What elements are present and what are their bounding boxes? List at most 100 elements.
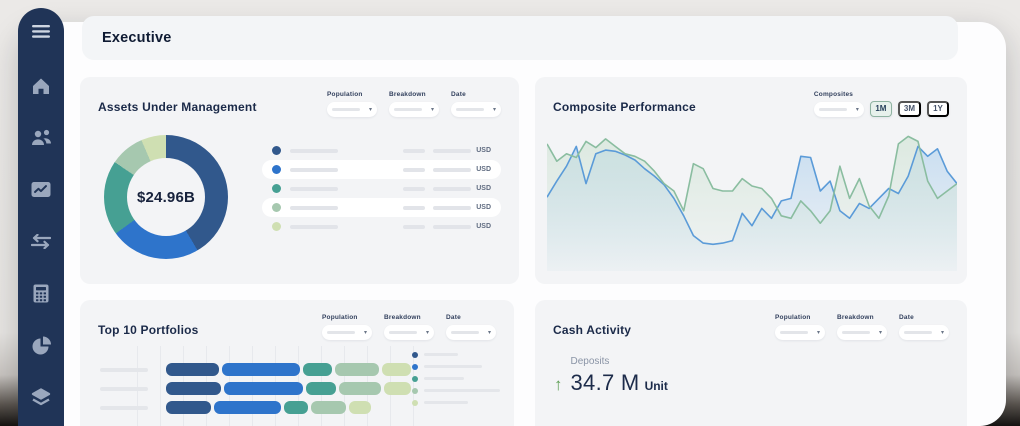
aum-legend-row: USD [262,141,501,160]
transactions-icon[interactable] [30,230,52,252]
value-placeholder [433,186,472,191]
select-placeholder [904,331,932,334]
select-placeholder [389,331,417,334]
population-filter-label: Population [775,314,811,321]
chevron-down-icon: ▾ [368,106,372,113]
cash-breakdown-select[interactable]: ▾ [837,325,887,340]
select-placeholder [451,331,479,334]
legend-dot [272,203,281,212]
bar-segment [283,401,309,414]
deposits-value: 34.7 M [570,370,640,395]
composites-select[interactable]: ▾ [813,102,864,117]
legend-placeholder [290,148,338,153]
bar-segment [349,401,372,414]
value-placeholder [403,167,426,172]
breakdown-filter-label: Breakdown [837,314,874,321]
portfolio-legend-item [412,350,502,359]
performance-icon[interactable] [30,178,52,200]
chevron-down-icon: ▾ [940,329,944,336]
aum-card-title: Assets Under Management [98,100,257,114]
composite-performance-card: Composite Performance Composites ▾ 1M 3M… [535,77,967,284]
composite-green-area [547,136,957,271]
value-placeholder [433,224,472,229]
date-filter-label: Date [899,314,914,321]
top10-population-select[interactable]: ▾ [322,325,372,340]
value-placeholder [403,205,426,210]
breakdown-filter-label: Breakdown [389,91,426,98]
bar-segment [305,382,336,395]
date-filter-label: Date [446,314,461,321]
top10-filters: Population ▾ Breakdown ▾ Date ▾ [322,314,496,340]
composite-controls: Composites ▾ 1M 3M 1Y [813,91,949,117]
deposits-unit: Unit [644,379,668,393]
chevron-down-icon: ▾ [487,329,491,336]
portfolio-bar-row [100,382,414,395]
allocation-pie-icon[interactable] [30,334,52,356]
currency-label: USD [476,223,491,230]
calculator-icon[interactable] [30,282,52,304]
chevron-down-icon: ▾ [425,329,429,336]
home-icon[interactable] [30,74,52,96]
aum-legend-row: USD [262,160,501,179]
bar-segment [222,363,301,376]
cash-population-select[interactable]: ▾ [775,325,825,340]
legend-dot [272,222,281,231]
bar-segment [166,401,211,414]
bar-segment [303,363,333,376]
legend-placeholder [424,401,468,404]
portfolio-legend-item [412,398,502,407]
value-placeholder [433,205,472,210]
assets-under-management-card: Assets Under Management Population ▾ Bre… [80,77,519,284]
cash-card-title: Cash Activity [553,323,632,337]
select-placeholder [327,331,355,334]
aum-date-select[interactable]: ▾ [451,102,501,117]
aum-population-select[interactable]: ▾ [327,102,377,117]
aum-total-value: $24.96B [136,188,196,206]
page-header: Executive [82,16,958,60]
clients-icon[interactable] [30,126,52,148]
aum-legend-row: USD [262,217,501,236]
legend-dot [272,165,281,174]
aum-breakdown-select[interactable]: ▾ [389,102,439,117]
portfolio-bars-plot [100,346,417,426]
bar-segment [381,363,412,376]
top10-breakdown-select[interactable]: ▾ [384,325,434,340]
value-placeholder [433,148,472,153]
aum-legend: USD USD USD USD USD [262,141,501,259]
bar-segment [335,363,379,376]
legend-placeholder [290,186,338,191]
range-button-1y[interactable]: 1Y [927,100,949,117]
legend-placeholder [290,167,338,172]
deposits-metric: ↑ Deposits 34.7 M Unit [554,356,668,396]
top10-portfolios-card: Top 10 Portfolios Population ▾ Breakdown… [80,300,514,426]
arrow-up-icon: ↑ [554,375,563,394]
bar-segment [223,382,303,395]
aum-filters: Population ▾ Breakdown ▾ Date ▾ [327,91,501,117]
legend-dot [272,184,281,193]
legend-dot [412,387,418,394]
portfolio-name-placeholder [100,405,148,410]
cash-date-select[interactable]: ▾ [899,325,949,340]
bar-segment [213,401,281,414]
portfolio-bar-row [100,401,414,414]
legend-dot [412,363,418,370]
top10-date-select[interactable]: ▾ [446,325,496,340]
range-button-3m[interactable]: 3M [897,100,921,117]
portfolio-bar-track [166,382,414,395]
population-filter-label: Population [327,91,363,98]
legend-placeholder [424,389,500,392]
currency-label: USD [476,166,491,173]
portfolio-name-placeholder [100,386,148,391]
currency-label: USD [476,147,491,154]
chevron-down-icon: ▾ [430,106,434,113]
composites-filter-label: Composites [813,91,854,98]
select-placeholder [456,108,484,111]
chevron-down-icon: ▾ [855,106,859,113]
range-button-1m[interactable]: 1M [869,100,892,117]
menu-icon[interactable] [30,20,52,42]
holdings-layers-icon[interactable] [30,386,52,408]
bar-segment [166,363,220,376]
value-placeholder [403,148,426,153]
select-placeholder [332,108,360,111]
legend-placeholder [424,353,458,356]
